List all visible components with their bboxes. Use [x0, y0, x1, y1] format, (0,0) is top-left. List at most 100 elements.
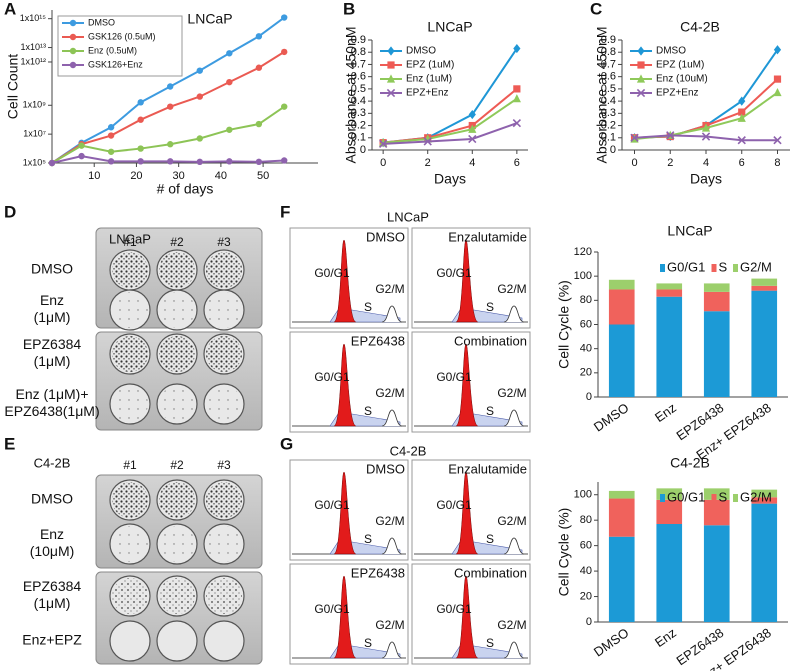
g2-peak [381, 409, 403, 427]
y-tick-label: 0.3 [351, 107, 366, 119]
panel-letter: G [280, 434, 293, 453]
marker [637, 61, 645, 69]
y-tick-label: 0.8 [601, 46, 616, 58]
x-tick-label: 40 [215, 170, 227, 182]
chart-title: LNCaP [427, 19, 472, 35]
g1-peak [455, 575, 479, 659]
peak-label: G2/M [497, 282, 526, 296]
marker [255, 120, 263, 128]
g2-peak [381, 537, 403, 555]
bar-segment [656, 289, 683, 297]
peak-label: G2/M [375, 282, 404, 296]
y-tick-label: 0.3 [601, 107, 616, 119]
panel-letter: A [4, 0, 16, 18]
peak-label: G0/G1 [314, 370, 350, 384]
peak-label: S [486, 300, 494, 314]
series-line [383, 97, 518, 144]
marker [196, 93, 203, 100]
column-label: #3 [217, 458, 231, 472]
peak-label: G2/M [375, 386, 404, 400]
marker [69, 47, 77, 55]
y-tick-label: 0.9 [351, 34, 366, 46]
row-label: Enz+EPZ [22, 632, 82, 648]
marker [386, 88, 396, 98]
x-tick-label: 6 [739, 157, 745, 169]
y-tick-label: 20 [580, 590, 592, 602]
series-line [51, 105, 285, 164]
legend-label: DMSO [88, 17, 115, 27]
marker [255, 64, 263, 71]
y-tick-label: 0 [586, 616, 592, 628]
g2-peak [503, 641, 525, 659]
legend-label: GSK126+Enz [88, 59, 143, 69]
marker [281, 14, 288, 21]
legend-label: S [719, 259, 728, 274]
legend-label: EPZ (1uM) [406, 60, 454, 71]
x-tick-label: 4 [703, 157, 709, 169]
g1-peak [333, 239, 357, 323]
g1-peak [455, 343, 479, 427]
condition-label: EPZ6438 [351, 333, 405, 348]
marker [773, 45, 782, 55]
bar-segment [703, 311, 730, 397]
colonies [159, 336, 195, 372]
legend-label: G2/M [740, 489, 772, 504]
g1-peak [455, 471, 479, 555]
bar-segment [703, 291, 730, 312]
column-label: #3 [217, 235, 231, 249]
legend-label: EPZ (1uM) [656, 60, 704, 71]
x-tick-label: 20 [130, 170, 142, 182]
y-tick-label: 1x10¹² [20, 56, 46, 66]
marker [387, 46, 395, 56]
colonies [112, 578, 148, 614]
marker [107, 148, 115, 155]
peak-label: S [364, 636, 372, 650]
row-label: EPZ6384 [23, 578, 82, 594]
x-tick-label: DMSO [591, 400, 632, 435]
y-tick-label: 0 [586, 391, 592, 403]
x-tick-label: 8 [774, 157, 780, 169]
peak-label: S [486, 404, 494, 418]
colonies [159, 252, 195, 288]
peak-label: G0/G1 [436, 498, 472, 512]
marker [666, 131, 675, 140]
y-tick-label: 0 [360, 144, 366, 156]
legend-swatch [711, 494, 717, 502]
y-tick-label: 0.4 [351, 95, 366, 107]
marker [512, 94, 521, 103]
peak-label: S [364, 300, 372, 314]
marker [226, 158, 233, 165]
peak-label: S [364, 404, 372, 418]
row-label: (1μM) [34, 353, 71, 369]
marker [636, 74, 646, 83]
colonies [112, 292, 148, 328]
marker [107, 132, 115, 139]
chart-title: C4-2B [680, 19, 720, 35]
y-tick-label: 80 [580, 514, 592, 526]
y-tick-label: 0.1 [601, 132, 616, 144]
legend-swatch [733, 494, 738, 502]
marker [630, 133, 639, 142]
legend-label: Enz (0.5uM) [88, 45, 137, 55]
marker [137, 158, 144, 165]
y-axis-label: Cell Cycle (%) [556, 280, 572, 369]
panel-letter: D [4, 202, 16, 221]
y-tick-label: 80 [580, 294, 592, 306]
peak-label: S [486, 532, 494, 546]
bar-segment [608, 490, 635, 499]
g2-peak [503, 409, 525, 427]
column-label: #1 [123, 458, 137, 472]
y-tick-label: 0.8 [351, 46, 366, 58]
row-label: DMSO [31, 261, 73, 277]
marker [737, 136, 746, 145]
y-tick-label: 0.6 [351, 71, 366, 83]
peak-label: G2/M [497, 514, 526, 528]
column-label: #2 [170, 458, 184, 472]
bar-segment [751, 497, 778, 504]
peak-label: G0/G1 [436, 370, 472, 384]
marker [773, 87, 782, 97]
marker [78, 152, 85, 160]
row-label: (1μM) [34, 309, 71, 325]
well [203, 620, 245, 662]
y-tick-label: 0 [610, 144, 616, 156]
